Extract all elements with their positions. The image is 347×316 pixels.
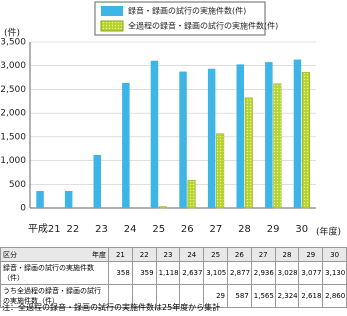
table-value	[108, 284, 133, 308]
x-tick-label: 29	[267, 224, 280, 235]
data-table: 年度 区分 21 22 23 24 25 26 27 28 29 30 録音・録画の試行の実施件数（件）…	[0, 247, 347, 308]
year-header: 24	[179, 247, 205, 262]
table-value: 2,324	[274, 284, 300, 308]
row-label: うち全過程の録音・録画の試行の実施件数（件）	[0, 284, 109, 308]
x-unit: (年度)	[316, 226, 341, 238]
table-value	[179, 284, 205, 308]
y-tick-label: 2,000	[0, 109, 26, 119]
legend-label: 録音・録画の試行の実施件数(件)	[128, 6, 246, 16]
year-header: 28	[274, 247, 300, 262]
table-value: 2,877	[226, 261, 252, 285]
bar	[244, 97, 253, 209]
table-value: 3,077	[298, 261, 324, 285]
x-tick-label: 26	[181, 224, 194, 235]
y-tick-label: 3,000	[0, 61, 26, 71]
bar	[187, 179, 196, 209]
y-tick-label: 500	[9, 180, 26, 190]
table-row: 年度 区分 21 22 23 24 25 26 27 28 29 30	[0, 247, 347, 262]
bar	[236, 64, 244, 208]
footnote: 注：全過程の録音・録画の試行の実施件数は25年度から集計	[2, 303, 221, 312]
bar	[216, 133, 225, 209]
year-header: 30	[322, 247, 347, 262]
year-header: 21	[108, 247, 133, 262]
year-header: 26	[226, 247, 252, 262]
table-value: 3,028	[274, 261, 300, 285]
table-value: 2,936	[250, 261, 276, 285]
table-row: 録音・録画の試行の実施件数（件） 358 359 1,118 2,637 3,105 2,8…	[0, 261, 347, 285]
x-tick-label: 22	[67, 224, 80, 235]
table-value: 2,637	[179, 261, 205, 285]
bar	[150, 60, 159, 209]
year-header: 29	[298, 247, 324, 262]
bar	[64, 190, 73, 208]
year-header: 23	[155, 247, 181, 262]
legend-swatch	[100, 20, 124, 32]
legend-swatch	[101, 6, 123, 16]
table-value: 587	[226, 284, 252, 308]
corner-col: 区分	[3, 250, 17, 259]
y-tick-label: 1,000	[0, 156, 26, 166]
corner-row: 年度	[92, 250, 106, 259]
table-value: 359	[131, 261, 157, 285]
bar	[179, 71, 187, 208]
year-header: 27	[250, 247, 276, 262]
bar	[122, 82, 130, 208]
year-header: 22	[131, 247, 157, 262]
x-tick-label: 24	[124, 224, 137, 235]
chart: (件) (年度) 0 500 1,000 1,500 2,000 2,500 3,000 3,…	[0, 1, 341, 238]
y-unit: (件)	[4, 27, 20, 39]
y-tick-label: 1,500	[0, 132, 26, 142]
x-tick-label: 23	[95, 224, 108, 235]
table-value: 3,130	[322, 261, 347, 285]
bar	[207, 68, 216, 208]
x-tick-label: 27	[210, 224, 223, 235]
table-corner: 年度 区分	[0, 247, 109, 262]
x-tick-label: 25	[152, 224, 165, 235]
x-tick-label: 28	[238, 224, 251, 235]
bar	[36, 191, 44, 208]
x-tick-label: 平成21	[28, 223, 61, 235]
table-value: 358	[108, 261, 133, 285]
table-value: 1,565	[250, 284, 276, 308]
legend-label: 全過程の録音・録画の試行の実施件数(件)	[128, 21, 278, 31]
year-header: 25	[203, 247, 228, 262]
x-tick-label: 30	[295, 224, 308, 235]
bar	[93, 154, 101, 208]
y-tick-label: 0	[20, 204, 26, 214]
y-tick-label: 2,500	[0, 85, 26, 95]
table-value	[131, 284, 157, 308]
bar	[293, 59, 302, 209]
bar	[265, 62, 273, 208]
bar	[273, 83, 282, 209]
row-label: 録音・録画の試行の実施件数（件）	[0, 261, 109, 285]
table-value: 2,618	[298, 284, 324, 308]
table-value: 1,118	[155, 261, 181, 285]
table-value: 29	[203, 284, 228, 308]
table-value: 3,105	[203, 261, 228, 285]
table-value	[155, 284, 181, 308]
table-row: うち全過程の録音・録画の試行の実施件数（件） 29 587 1,565 2,324 2,6…	[0, 284, 347, 308]
bar	[158, 206, 167, 209]
y-tick-label: 3,500	[0, 38, 26, 48]
table-value: 2,860	[322, 284, 347, 308]
bar	[301, 72, 310, 209]
